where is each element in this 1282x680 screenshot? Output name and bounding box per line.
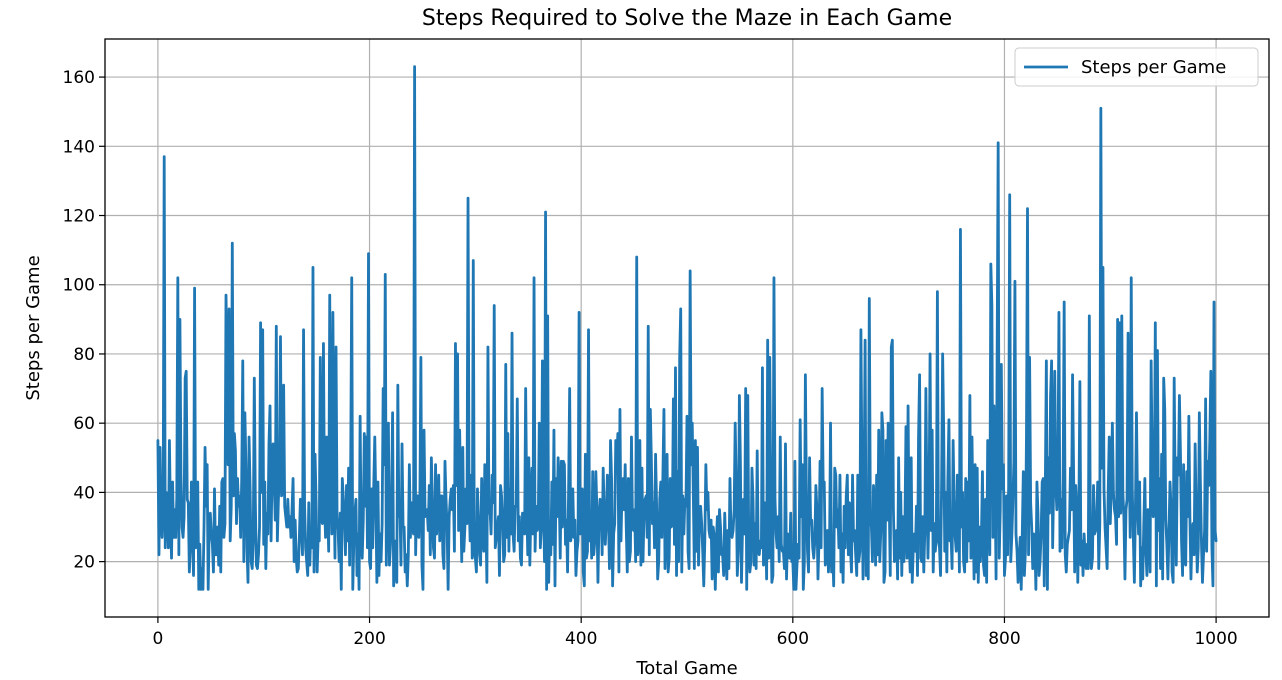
legend: Steps per Game [1014, 47, 1259, 87]
series-line-steps-per-game [156, 65, 1218, 591]
x-tick-label: 400 [565, 629, 597, 649]
y-tick-label: 80 [73, 345, 95, 365]
chart-title: Steps Required to Solve the Maze in Each… [422, 6, 952, 31]
y-tick-label: 60 [73, 414, 95, 434]
x-axis-label: Total Game [635, 658, 737, 679]
y-tick-label: 100 [63, 276, 95, 296]
plot-frame [104, 38, 1270, 618]
legend-label: Steps per Game [1081, 57, 1226, 78]
y-axis-label: Steps per Game [23, 255, 44, 400]
legend-box [1014, 47, 1259, 87]
x-tick-label: 200 [353, 629, 385, 649]
y-tick-label: 120 [63, 207, 95, 227]
x-axis-ticks: 0 200 400 600 800 1000 [152, 617, 1238, 649]
y-tick-label: 160 [63, 68, 95, 88]
y-axis-ticks: 20 40 60 80 100 120 140 160 [63, 68, 105, 573]
x-tick-label: 1000 [1194, 629, 1237, 649]
x-tick-label: 0 [152, 629, 163, 649]
x-tick-label: 800 [988, 629, 1020, 649]
y-tick-label: 20 [73, 553, 95, 573]
y-tick-label: 140 [63, 137, 95, 157]
y-tick-label: 40 [73, 483, 95, 503]
x-tick-label: 600 [777, 629, 809, 649]
